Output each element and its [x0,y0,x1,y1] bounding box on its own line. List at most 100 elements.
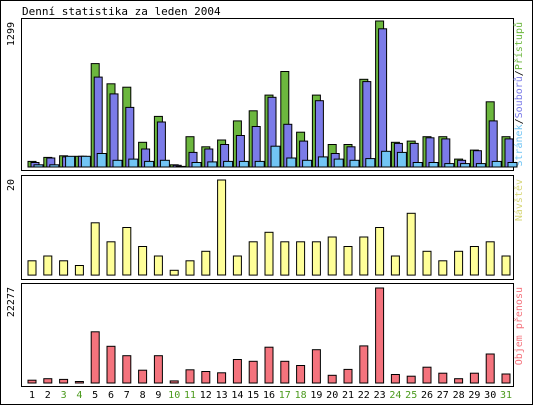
bar-day-20 [333,158,344,168]
bar-day-14 [238,160,249,168]
bar-day-2 [43,378,53,384]
bar-day-21 [343,368,353,384]
bar-day-6 [106,345,116,384]
day-label: 30 [484,390,496,401]
bar-day-7 [128,158,139,168]
day-label: 23 [374,390,386,401]
day-label: 20 [326,390,338,401]
bar-day-25 [406,212,416,276]
bar-day-2 [43,255,53,276]
legend-part: Stránek [513,124,525,166]
legend-label: Návštěv [513,179,525,221]
bar-day-9 [153,255,163,276]
bar-day-27 [438,372,448,384]
bar-day-23 [378,28,388,168]
bar-day-21 [349,159,360,168]
bar-day-1 [27,379,37,384]
bar-day-28 [454,250,464,276]
day-label: 4 [76,390,82,401]
bar-day-25 [412,162,423,168]
legend-part: Návštěv [513,179,525,221]
bar-day-10 [175,165,186,168]
bar-day-26 [422,366,432,384]
bar-day-13 [223,160,234,168]
bar-day-11 [185,260,195,276]
day-label: 24 [389,390,401,401]
bar-day-8 [138,369,148,384]
bar-day-20 [327,236,337,276]
bar-day-25 [406,375,416,384]
bar-day-4 [80,155,91,168]
bar-day-30 [485,353,495,384]
bar-day-18 [296,241,306,276]
bar-day-16 [264,346,274,384]
bar-day-14 [232,359,242,384]
bar-day-13 [217,372,227,384]
bar-day-19 [311,349,321,384]
bar-day-28 [460,163,471,168]
day-label: 14 [231,390,243,401]
day-label: 28 [453,390,465,401]
bar-day-23 [375,287,385,384]
series-Souborů [30,28,514,168]
bar-day-21 [343,246,353,276]
bar-day-28 [454,378,464,384]
bar-day-12 [201,371,211,384]
legend-part: Souborů [513,76,525,118]
bar-day-10 [169,269,179,276]
bar-day-17 [286,157,297,168]
day-label: 18 [295,390,307,401]
bar-day-17 [280,360,290,384]
bar-day-8 [138,246,148,276]
bar-day-5 [90,222,100,276]
series-Návštěv [27,179,511,276]
day-axis: 1 2 3 4 5 6 7 8 9 10 11 12 13 14 15 16 17 18 19 20 21 22 23 24 2… [29,390,512,401]
series-Objem přenosu [27,287,511,384]
chart-title: Denní statistika za leden 2004 [22,5,221,18]
bar-day-15 [248,360,258,384]
day-label: 13 [216,390,228,401]
bar-day-16 [264,231,274,276]
series-Stránek [33,145,518,168]
bar-day-5 [96,153,107,168]
bar-day-23 [375,227,385,276]
bar-day-9 [153,355,163,384]
day-label: 27 [437,390,449,401]
bar-day-2 [49,164,60,168]
day-label: 1 [29,390,35,401]
ymax-label: 20 [6,179,17,191]
day-label: 26 [421,390,433,401]
bar-day-7 [122,355,132,384]
day-label: 2 [45,390,51,401]
bar-day-11 [185,369,195,384]
day-label: 8 [140,390,146,401]
bar-day-15 [248,241,258,276]
bar-day-12 [207,161,218,168]
bar-day-26 [422,250,432,276]
bar-day-15 [254,160,265,168]
bar-day-6 [106,241,116,276]
bar-day-8 [144,160,155,168]
day-label: 16 [263,390,275,401]
bar-day-19 [317,156,328,168]
bar-day-3 [59,260,69,276]
bar-day-18 [302,159,313,168]
bar-day-30 [485,241,495,276]
day-label: 7 [124,390,130,401]
bar-day-31 [501,255,511,276]
panel-visits: 20 Návštěv [6,175,525,280]
bar-day-6 [112,159,123,168]
bar-day-24 [396,151,407,168]
legend-part: / [514,70,525,76]
ymax-label: 1299 [6,22,17,46]
bar-day-22 [365,158,376,168]
bar-day-19 [311,241,321,276]
bar-day-22 [359,345,369,384]
day-label: 5 [92,390,98,401]
day-label: 25 [405,390,417,401]
bar-day-3 [59,378,69,384]
bar-day-12 [201,250,211,276]
bar-day-16 [270,145,281,168]
